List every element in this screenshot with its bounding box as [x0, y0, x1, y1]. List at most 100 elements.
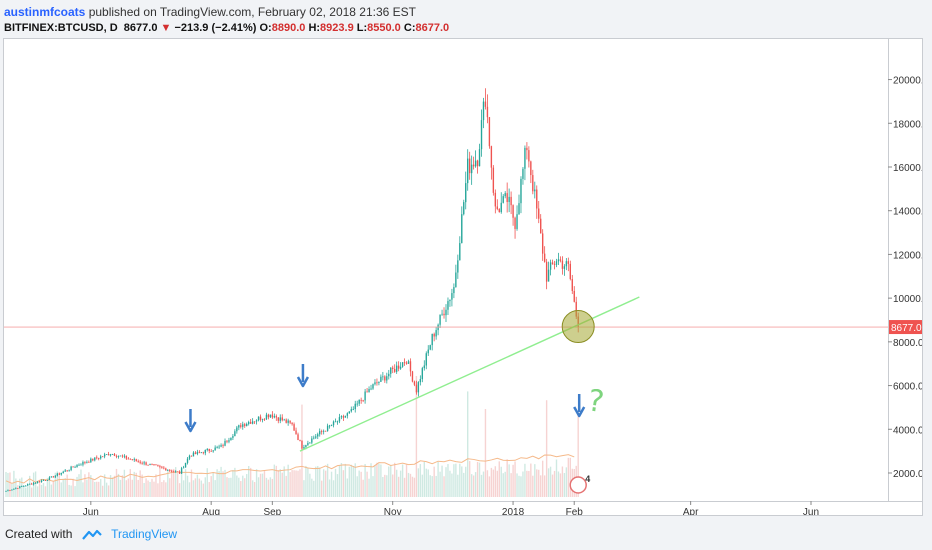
candle — [368, 388, 370, 393]
volume-bar — [109, 475, 112, 497]
chart-area[interactable]: ? 4 20000.0 18000.0 16000.0 14000.0 12000.0 1… — [3, 38, 923, 516]
candle — [459, 243, 461, 261]
candle — [113, 454, 116, 457]
time-axis[interactable]: Jun Aug Sep Nov 2018 Feb Apr Jun — [83, 501, 819, 515]
candle — [455, 272, 457, 288]
volume-bar — [326, 463, 329, 497]
volume-bar — [54, 472, 57, 497]
price-tag-bg — [889, 320, 922, 335]
price-axis[interactable]: 20000.0 18000.0 16000.0 14000.0 12000.0 10000… — [888, 76, 922, 480]
candle — [72, 466, 74, 468]
candle — [167, 470, 169, 472]
volume-bar — [330, 471, 333, 497]
volume-bar — [246, 474, 248, 497]
down-arrow-head — [296, 376, 310, 388]
candle — [362, 400, 364, 401]
volume-bar — [214, 480, 216, 497]
volume-bar — [84, 474, 86, 497]
candle — [492, 167, 495, 193]
candle — [36, 481, 39, 483]
candle — [397, 365, 400, 369]
volume-bar — [486, 470, 489, 497]
candle — [532, 175, 534, 192]
x-tick-label: Sep — [263, 507, 281, 515]
candle — [279, 417, 281, 421]
candle — [25, 485, 27, 487]
volume-bar — [129, 469, 131, 497]
chart-canvas[interactable]: ? 4 20000.0 18000.0 16000.0 14000.0 12000.0 1… — [4, 39, 922, 515]
candle — [208, 449, 210, 451]
volume-bar — [259, 473, 262, 497]
candle — [196, 451, 199, 455]
author-link[interactable]: austinmfcoats — [4, 5, 86, 19]
candle — [100, 456, 102, 459]
volume-bar — [279, 469, 281, 497]
volume-bar — [98, 481, 100, 497]
volume-bar — [232, 470, 234, 497]
candle — [216, 447, 218, 448]
volume-bar — [50, 484, 53, 497]
candle — [121, 455, 124, 457]
volume-bar — [238, 477, 240, 497]
candle — [56, 473, 58, 476]
question-mark-annotation: ? — [585, 383, 606, 420]
candle — [257, 416, 260, 421]
candle — [429, 345, 431, 350]
candle — [155, 464, 157, 466]
volume-bar — [386, 475, 388, 497]
candle — [374, 382, 376, 385]
candle — [392, 367, 394, 369]
volume-bar — [368, 478, 370, 497]
annotation-arrows — [184, 364, 586, 433]
volume-bar — [198, 478, 201, 497]
volume-bar — [271, 478, 274, 497]
tradingview-link[interactable]: TradingView — [111, 527, 178, 541]
volume-bar — [356, 476, 358, 497]
volume-bar — [255, 469, 258, 497]
candle — [123, 455, 126, 457]
volume-bar — [467, 391, 469, 497]
y-tick-label: 20000.0 — [893, 76, 922, 87]
volume-bar — [461, 466, 463, 497]
candle — [82, 461, 84, 465]
x-tick-label: Feb — [566, 507, 584, 515]
candle — [522, 168, 524, 179]
volume-bar — [125, 480, 128, 497]
volume-bar — [96, 481, 98, 497]
volume-bar — [216, 469, 218, 497]
candle — [98, 458, 100, 459]
symbol-label[interactable]: BITFINEX:BTCUSD, D — [4, 22, 118, 34]
y-tick-label: 18000.0 — [893, 119, 922, 130]
volume-bar — [459, 463, 461, 497]
candle — [388, 373, 390, 377]
volume-bar — [273, 464, 276, 497]
candle — [421, 368, 424, 380]
candle — [293, 424, 295, 431]
candle — [232, 436, 234, 438]
candle — [573, 290, 575, 302]
volume-bar — [9, 472, 11, 497]
candle — [261, 418, 264, 420]
candle — [474, 160, 477, 167]
volume-bar — [155, 474, 157, 497]
candle — [484, 101, 487, 107]
volume-bar — [76, 476, 78, 497]
highlight-circle[interactable] — [561, 310, 595, 344]
candle — [163, 467, 165, 469]
volume-bar — [569, 457, 571, 497]
candle — [538, 208, 540, 219]
candle — [303, 447, 305, 449]
current-price-tag: 8677.0 — [889, 320, 922, 335]
candle — [382, 376, 384, 378]
volume-bar — [526, 470, 528, 497]
volume-bar — [253, 482, 256, 497]
candle — [273, 416, 276, 418]
volume-bar — [212, 472, 214, 497]
candle — [563, 266, 566, 269]
volume-bar — [113, 475, 116, 497]
candle — [28, 483, 31, 485]
volume-bar — [354, 463, 356, 497]
volume-bar — [236, 475, 238, 497]
volume-bar — [419, 464, 422, 497]
event-badge[interactable]: 4 — [569, 474, 590, 494]
